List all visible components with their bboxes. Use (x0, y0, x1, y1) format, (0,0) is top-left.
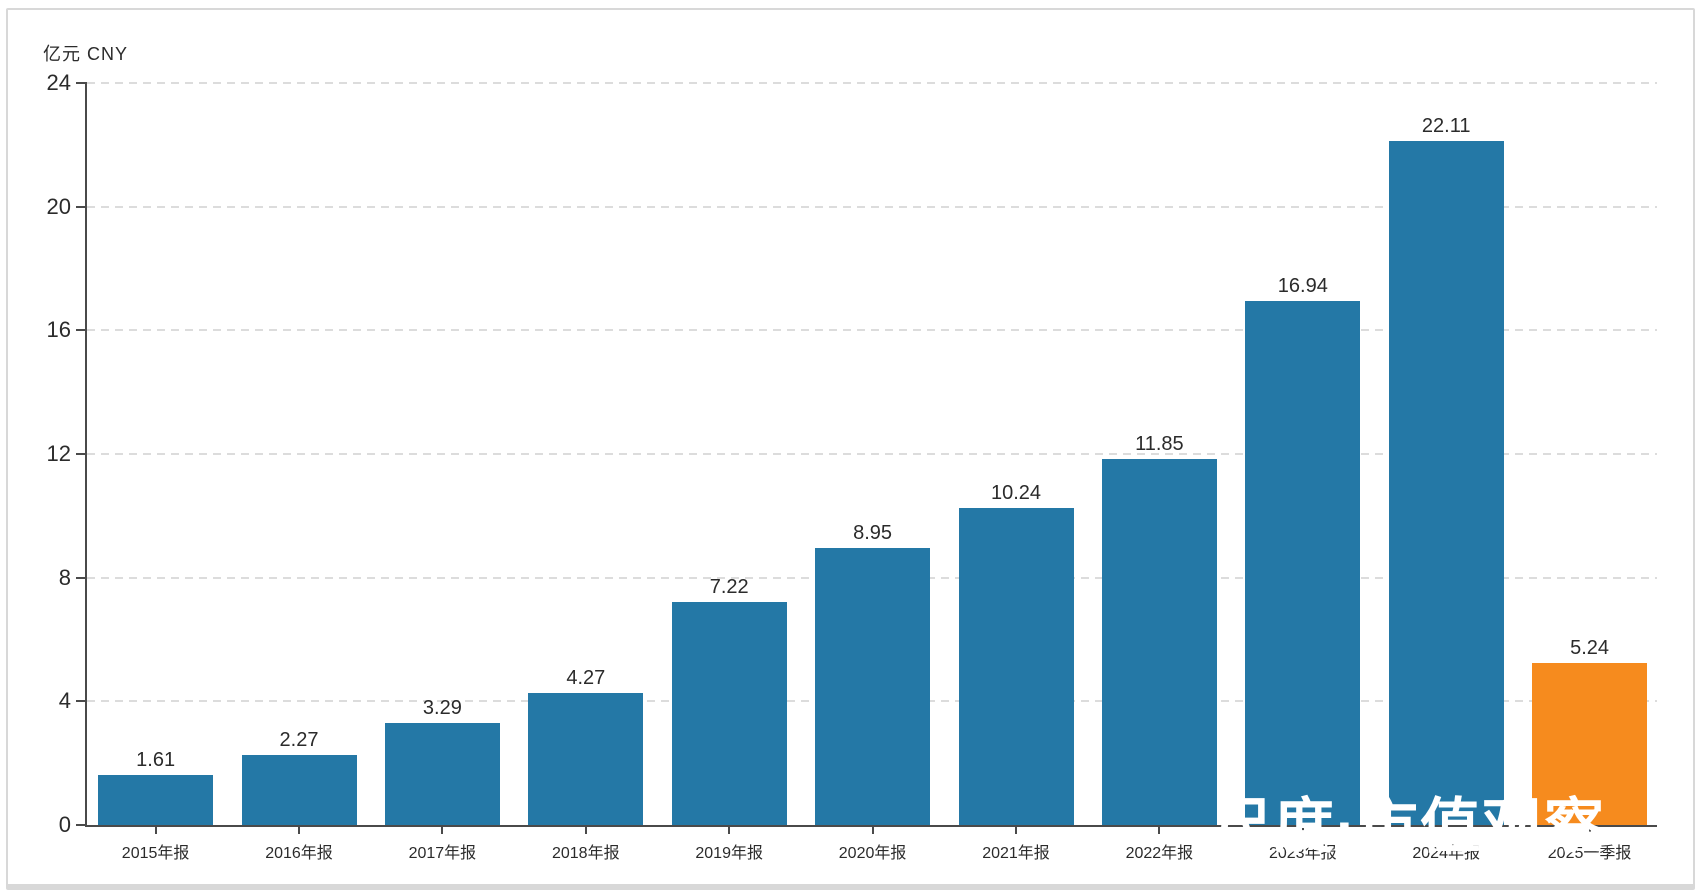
bar-value-label: 3.29 (422, 697, 462, 720)
y-axis-unit-label: 亿元 CNY (43, 44, 129, 64)
x-axis-tick-label: 2024年报 (1412, 845, 1480, 862)
x-axis-tick-mark (728, 825, 731, 834)
gridline (87, 329, 1657, 332)
x-axis-tick-label: 2020年报 (838, 845, 907, 862)
y-axis-tick-mark (76, 205, 87, 208)
bar (384, 723, 500, 825)
plot-area: 0 4 8 12 16 20 24 1.61 2015年报 2.27 2016年报 3.29 2017年… (47, 70, 1657, 862)
x-axis-tick-mark (1015, 825, 1017, 834)
bar-value-label: 2.27 (279, 728, 319, 751)
y-axis-tick-label: 4 (58, 688, 71, 714)
bar (1245, 301, 1361, 825)
y-axis-tick-mark (76, 824, 87, 826)
y-axis-tick-label: 12 (46, 441, 71, 466)
x-axis-tick-mark (154, 825, 157, 834)
bar (958, 508, 1074, 825)
x-axis-tick-mark (298, 825, 300, 834)
x-axis-tick-mark (871, 825, 874, 834)
x-axis-tick-label: 2018年报 (551, 845, 620, 862)
bar (528, 693, 644, 825)
x-axis-tick-label: 2015年报 (121, 845, 190, 862)
watermark: 尺度·市值观察 (1212, 793, 1606, 860)
x-axis-tick-mark (441, 825, 444, 834)
bar (98, 775, 214, 825)
x-axis-tick-mark (1588, 825, 1591, 834)
bar (1532, 663, 1648, 825)
x-axis-tick-label: 2023年报 (1268, 845, 1337, 862)
bar-value-label: 8.95 (853, 522, 893, 545)
y-axis-tick-label: 20 (46, 193, 71, 219)
y-axis-tick-mark (76, 82, 87, 84)
y-axis-tick-mark (76, 453, 87, 455)
y-axis-tick-label: 0 (58, 812, 71, 837)
y-axis-tick-label: 16 (46, 317, 71, 343)
bar (671, 601, 787, 825)
x-axis-tick-mark (1301, 825, 1304, 834)
bar-value-label: 1.61 (136, 749, 176, 772)
y-axis-tick-label: 24 (46, 70, 71, 95)
bar-value-label: 22.11 (1421, 115, 1471, 138)
bar (241, 754, 357, 825)
gridline (87, 453, 1657, 455)
x-axis-tick-mark (1158, 825, 1161, 834)
x-axis-tick-label: 2017年报 (408, 845, 477, 862)
bar (1388, 141, 1504, 825)
y-axis-tick-mark (76, 329, 87, 332)
x-axis-tick-label: 2019年报 (695, 845, 763, 862)
gridline (87, 82, 1657, 84)
y-axis-tick-mark (76, 700, 87, 703)
bar-value-label: 11.85 (1135, 432, 1184, 455)
x-axis-tick-mark (584, 825, 587, 834)
y-axis-tick-mark (76, 576, 87, 579)
x-axis-tick-label: 2022年报 (1125, 845, 1194, 862)
x-axis-tick-label: 2021年报 (982, 845, 1050, 862)
bar-value-label: 4.27 (566, 666, 606, 689)
bar-value-label: 10.24 (990, 482, 1042, 505)
x-axis-tick-mark (1445, 825, 1448, 834)
bar-value-label: 5.24 (1570, 636, 1610, 659)
x-axis-tick-label: 2025一季报 (1547, 845, 1632, 862)
bar (815, 548, 931, 825)
bar-value-label: 16.94 (1277, 275, 1328, 298)
x-axis-tick-label: 2016年报 (265, 845, 333, 862)
bar-value-label: 7.22 (709, 575, 749, 598)
y-axis-tick-label: 8 (58, 564, 71, 590)
bar (1101, 458, 1217, 825)
gridline (87, 205, 1657, 208)
